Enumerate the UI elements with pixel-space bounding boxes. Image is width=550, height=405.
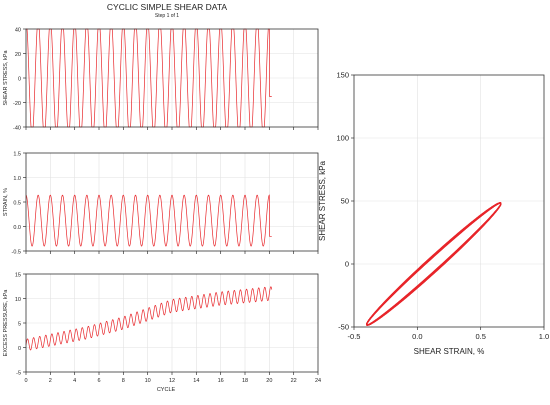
y-tick-label: 20 bbox=[15, 52, 21, 58]
y-tick-label: 5 bbox=[18, 322, 21, 328]
x-tick-label: 6 bbox=[97, 378, 100, 384]
y-tick-label: 15 bbox=[15, 273, 21, 279]
y-tick-label: -5 bbox=[16, 371, 21, 377]
x-tick-label: 20 bbox=[266, 378, 272, 384]
y-axis-title: STRAIN, % bbox=[3, 188, 9, 216]
data-series-line bbox=[25, 286, 273, 351]
data-series-line bbox=[25, 194, 272, 247]
y-tick-label: 150 bbox=[336, 71, 349, 80]
panel-strain-time: -0.5 0.0 0.5 1.0 1.5 bbox=[12, 152, 319, 256]
x-tick-label: 2 bbox=[49, 378, 52, 384]
y-tick-label: 1.0 bbox=[13, 176, 21, 182]
x-tick-label: 8 bbox=[122, 378, 125, 384]
y-tick-label: 0.0 bbox=[13, 225, 21, 231]
x-tick-label: 22 bbox=[291, 378, 297, 384]
x-tick-label: 10 bbox=[145, 378, 151, 384]
y-tick-label: 0 bbox=[18, 346, 21, 352]
y-tick-label: 10 bbox=[15, 297, 21, 303]
x-tick-label: 24 bbox=[315, 378, 321, 384]
x-tick-label: 16 bbox=[218, 378, 224, 384]
y-tick-label: 40 bbox=[15, 28, 21, 34]
x-tick-label: 0 bbox=[24, 378, 27, 384]
hysteresis-loop bbox=[366, 202, 502, 326]
y-tick-label: 1.5 bbox=[13, 152, 21, 158]
x-axis-title: SHEAR STRAIN, % bbox=[414, 347, 485, 356]
x-tick-label: 0.0 bbox=[412, 332, 422, 341]
y-axis-title: SHEAR STRESS, kPa bbox=[318, 160, 327, 241]
y-tick-label: -0.5 bbox=[12, 250, 21, 256]
y-tick-label: 0.5 bbox=[13, 201, 21, 207]
x-tick-label: -0.5 bbox=[348, 332, 361, 341]
x-tick-label: 4 bbox=[73, 378, 76, 384]
x-axis-title: CYCLE bbox=[157, 387, 176, 393]
x-tick-label: 0.5 bbox=[475, 332, 485, 341]
y-tick-label: 0 bbox=[18, 77, 21, 83]
y-axis-title: EXCESS PRESSURE, kPa bbox=[3, 289, 9, 357]
x-tick-label: 1.0 bbox=[539, 332, 549, 341]
page-subtitle: Step 1 of 1 bbox=[155, 13, 179, 19]
y-tick-label: -20 bbox=[13, 101, 21, 107]
y-tick-label: -40 bbox=[13, 126, 21, 132]
panel-stress-strain-loop: -50 0 50 100 150 -0.5 0.0 0.5 1.0 bbox=[336, 71, 549, 342]
x-tick-label: 12 bbox=[169, 378, 175, 384]
page-title: CYCLIC SIMPLE SHEAR DATA bbox=[107, 2, 227, 12]
y-axis-title: SHEAR STRESS, kPa bbox=[3, 50, 9, 106]
data-series-line bbox=[26, 28, 272, 128]
panel-stress-time: -40 -20 0 20 40 bbox=[13, 28, 319, 132]
y-tick-label: -50 bbox=[338, 323, 349, 332]
x-tick-label: 14 bbox=[193, 378, 199, 384]
x-tick-label: 18 bbox=[242, 378, 248, 384]
y-tick-label: 100 bbox=[336, 134, 349, 143]
y-tick-label: 50 bbox=[341, 197, 349, 206]
y-tick-label: 0 bbox=[345, 260, 349, 269]
